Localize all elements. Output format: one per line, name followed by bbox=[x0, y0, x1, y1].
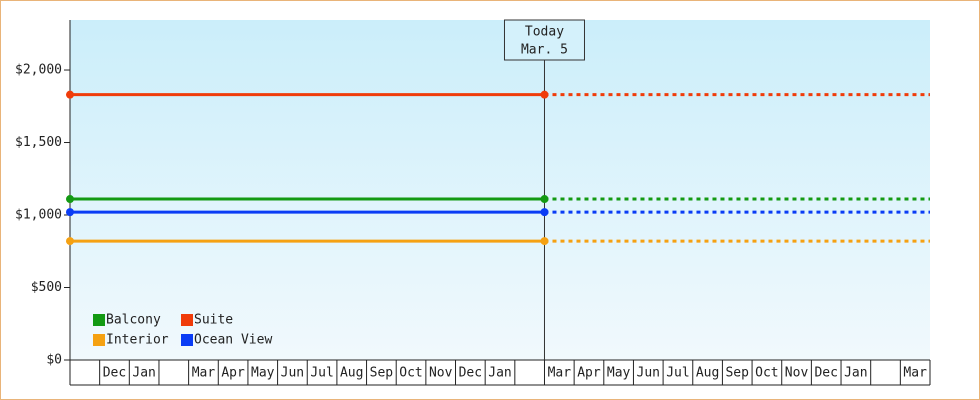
point bbox=[540, 90, 549, 99]
point bbox=[540, 237, 549, 246]
x-tick-label: Mar bbox=[903, 366, 927, 381]
x-tick-label: May bbox=[251, 366, 275, 381]
y-tick-label: $1,500 bbox=[15, 135, 62, 150]
x-tick-label: Nov bbox=[785, 366, 809, 381]
x-tick-label: Aug bbox=[696, 366, 719, 381]
x-tick-label: Oct bbox=[755, 366, 778, 381]
x-tick-label: Jun bbox=[637, 366, 660, 381]
y-tick-label: $500 bbox=[31, 280, 62, 295]
x-tick-label: Mar bbox=[548, 366, 572, 381]
x-tick-label: Nov bbox=[429, 366, 453, 381]
x-tick-label: Jan bbox=[844, 366, 867, 381]
x-tick-label: Jul bbox=[666, 366, 689, 381]
legend-swatch bbox=[181, 314, 193, 326]
plot-area bbox=[70, 20, 930, 360]
legend-swatch bbox=[181, 334, 193, 346]
today-box bbox=[503, 19, 585, 61]
legend-swatch bbox=[93, 314, 105, 326]
point bbox=[66, 90, 74, 99]
point bbox=[66, 237, 74, 246]
x-tick-label: Apr bbox=[221, 366, 245, 381]
x-tick-label: Sep bbox=[370, 366, 394, 381]
x-tick-label: Jan bbox=[132, 366, 155, 381]
legend-label: Interior bbox=[106, 333, 169, 348]
x-tick-label: Dec bbox=[103, 366, 126, 381]
point bbox=[66, 208, 74, 217]
x-tick-label: Apr bbox=[577, 366, 601, 381]
x-tick-label: Sep bbox=[725, 366, 749, 381]
x-tick-label: Jul bbox=[310, 366, 333, 381]
legend-swatch bbox=[93, 334, 105, 346]
x-tick-label: Dec bbox=[814, 366, 837, 381]
y-tick-label: $1,000 bbox=[15, 208, 62, 223]
today-date: Mar. 5 bbox=[521, 43, 568, 58]
y-tick-label: $2,000 bbox=[15, 63, 62, 78]
today-title: Today bbox=[525, 25, 564, 40]
point bbox=[66, 195, 74, 204]
point bbox=[540, 195, 549, 204]
legend-label: Suite bbox=[194, 313, 233, 328]
point bbox=[540, 208, 549, 217]
legend-label: Ocean View bbox=[194, 333, 272, 348]
x-tick-label: Jan bbox=[488, 366, 511, 381]
x-tick-label: Aug bbox=[340, 366, 363, 381]
x-tick-label: Mar bbox=[192, 366, 216, 381]
y-tick-label: $0 bbox=[46, 353, 62, 368]
x-tick-label: Dec bbox=[459, 366, 482, 381]
legend-label: Balcony bbox=[106, 313, 161, 328]
x-tick-label: Oct bbox=[399, 366, 422, 381]
x-tick-label: Jun bbox=[281, 366, 304, 381]
x-tick-label: May bbox=[607, 366, 631, 381]
